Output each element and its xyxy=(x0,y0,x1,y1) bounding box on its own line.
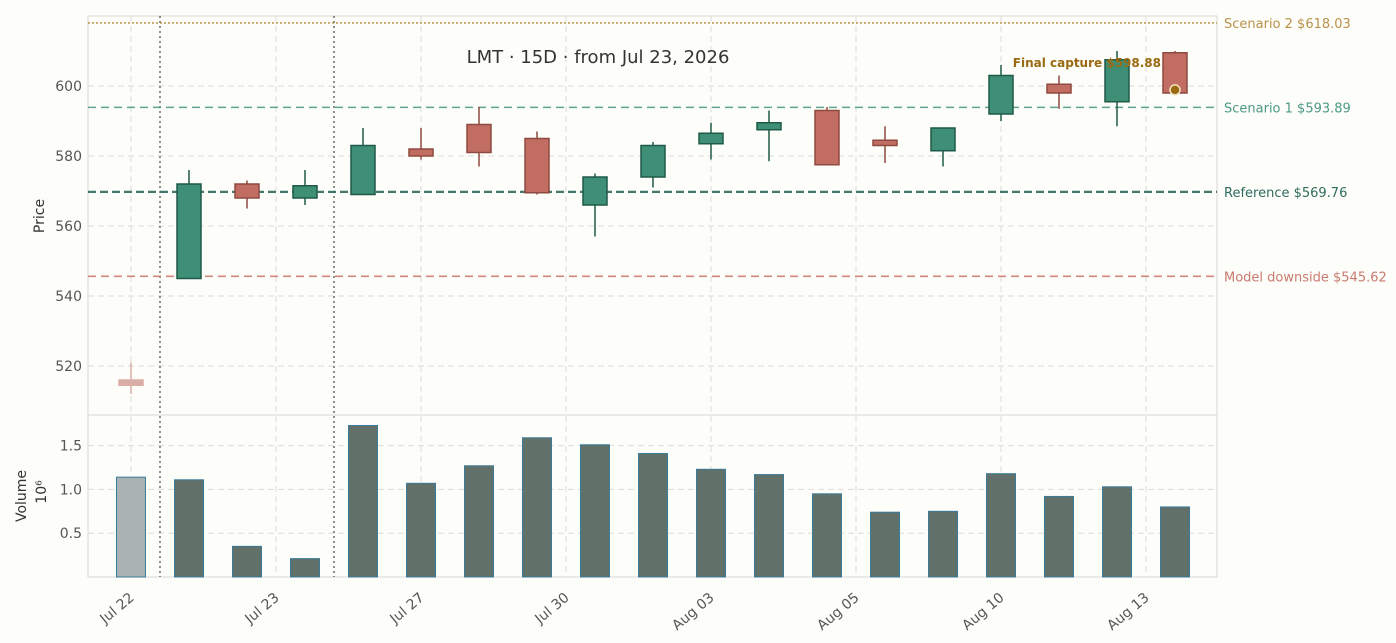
candle-body xyxy=(1104,59,1130,103)
volume-scale-label: 10⁶ xyxy=(34,480,50,504)
volume-bars xyxy=(116,425,1190,578)
candle-body xyxy=(1046,83,1072,94)
price-tick-label: 580 xyxy=(55,149,82,165)
volume-bar xyxy=(406,482,436,578)
candle-body xyxy=(582,176,608,206)
reference-lines: Scenario 2 $618.03 Scenario 1 $593.89 Refe… xyxy=(88,17,1387,285)
final-capture-label: Final capture $598.88 xyxy=(1013,56,1161,70)
volume-bar xyxy=(638,453,668,578)
volume-bar xyxy=(1160,506,1190,578)
x-tick-label: Jul 22 xyxy=(97,590,138,628)
candle-body xyxy=(814,109,840,166)
price-tick-label: 600 xyxy=(55,79,82,95)
volume-bar xyxy=(232,545,262,578)
candle-body xyxy=(698,132,724,145)
x-tick-label: Aug 03 xyxy=(669,590,717,634)
candle-body xyxy=(930,127,956,152)
x-tick-label: Jul 30 xyxy=(532,590,573,628)
candles: Final capture $598.88 xyxy=(118,51,1188,394)
volume-tick-label: 1.0 xyxy=(60,482,82,498)
volume-bar xyxy=(464,465,494,578)
volume-bar xyxy=(986,473,1016,578)
x-tick-label: Aug 13 xyxy=(1104,590,1152,634)
volume-bar xyxy=(812,493,842,578)
volume-bar xyxy=(116,476,146,578)
volume-bar xyxy=(348,425,378,578)
volume-bar xyxy=(696,468,726,578)
volume-bar xyxy=(1102,486,1132,578)
volume-bar xyxy=(928,510,958,578)
volume-axis-label: Volume xyxy=(14,470,30,522)
chart-title: LMT · 15D · from Jul 23, 2026 xyxy=(467,47,730,68)
candle-body xyxy=(988,74,1014,115)
candle-body xyxy=(872,139,898,147)
x-tick-label: Aug 05 xyxy=(814,590,862,634)
price-tick-label: 520 xyxy=(55,359,82,375)
candle-body xyxy=(234,183,260,199)
volume-bar xyxy=(522,437,552,578)
candle-body xyxy=(1162,52,1188,94)
volume-bar xyxy=(290,558,320,578)
x-tick-label: Jul 23 xyxy=(242,590,283,628)
volume-bar xyxy=(174,479,204,578)
price-tick-label: 540 xyxy=(55,289,82,305)
final-capture-marker xyxy=(1169,84,1181,96)
volume-bar xyxy=(580,444,610,578)
reference-line-label: Model downside $545.62 xyxy=(1224,270,1387,285)
reference-line-label: Reference $569.76 xyxy=(1224,186,1347,201)
price-tick-label: 560 xyxy=(55,219,82,235)
candle-body xyxy=(524,137,550,194)
volume-bar xyxy=(1044,495,1074,578)
y-axis-label: Price xyxy=(32,199,48,233)
reference-line-label: Scenario 2 $618.03 xyxy=(1224,17,1351,32)
volume-bar xyxy=(870,511,900,578)
x-tick-label: Aug 10 xyxy=(959,590,1007,634)
candle-body xyxy=(292,185,318,199)
candle-body xyxy=(176,183,202,280)
x-tick-label: Jul 27 xyxy=(387,590,428,628)
volume-bar xyxy=(754,474,784,578)
candle-body xyxy=(118,379,144,386)
candle-body xyxy=(756,122,782,131)
candle-body xyxy=(466,123,492,154)
volume-tick-label: 0.5 xyxy=(60,526,82,542)
vertical-markers xyxy=(159,16,335,577)
candle-body xyxy=(640,144,666,178)
candle-body xyxy=(350,144,376,196)
candle-body xyxy=(408,148,434,157)
reference-line-label: Scenario 1 $593.89 xyxy=(1224,101,1351,116)
price-panel-frame xyxy=(87,15,1218,416)
volume-tick-label: 1.5 xyxy=(60,439,82,455)
